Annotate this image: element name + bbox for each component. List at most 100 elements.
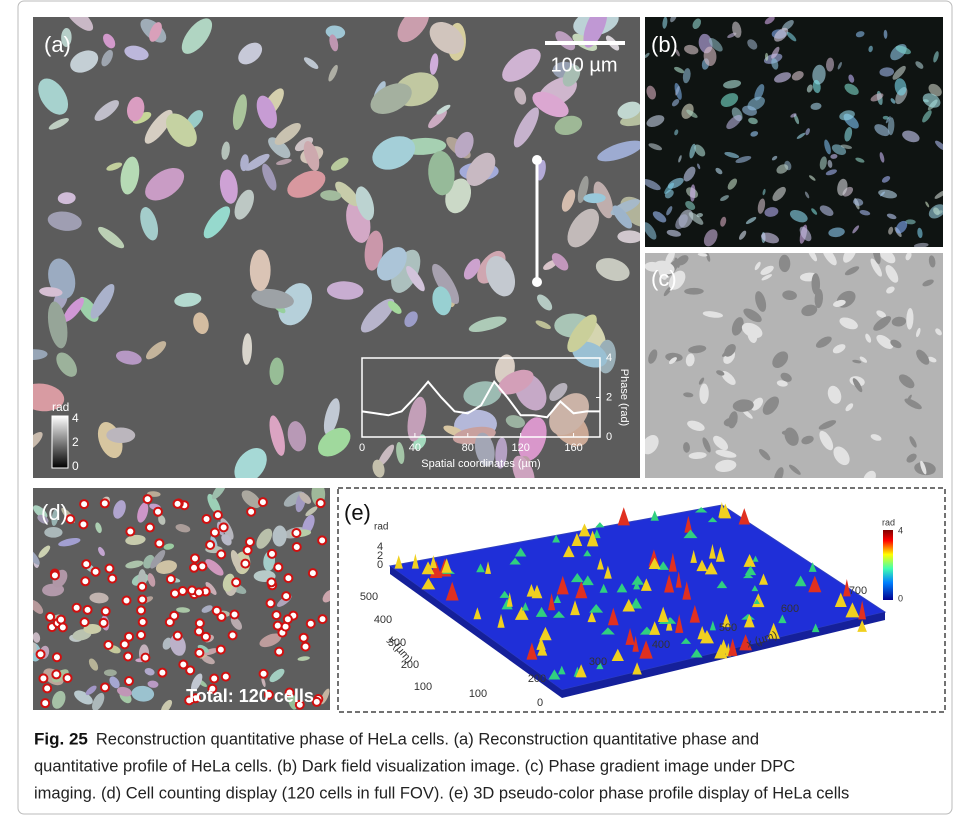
cell (104, 669, 117, 676)
count-marker (222, 673, 230, 681)
cell (250, 249, 271, 291)
count-marker (195, 649, 203, 657)
x-tick-label: 300 (589, 656, 607, 668)
count-marker (309, 569, 317, 577)
count-marker (274, 622, 282, 630)
count-marker (206, 541, 214, 549)
count-marker (101, 499, 109, 507)
x-tick-label: 200 (528, 673, 546, 685)
count-marker (126, 528, 134, 536)
count-marker (39, 674, 47, 682)
y-tick-label: 100 (414, 681, 432, 693)
count-marker (125, 633, 133, 641)
profile-end (532, 155, 542, 165)
count-marker (284, 615, 292, 623)
x-tick-label: 0 (359, 442, 365, 454)
count-marker (282, 592, 290, 600)
colorbar-title: rad (52, 400, 69, 414)
count-marker (84, 606, 92, 614)
count-marker (108, 575, 116, 583)
count-marker (101, 683, 109, 691)
count-marker (210, 675, 218, 683)
count-marker (217, 550, 225, 558)
count-marker (73, 604, 81, 612)
count-marker (125, 677, 133, 685)
count-marker (64, 674, 72, 682)
count-marker (79, 520, 87, 528)
count-marker (105, 564, 113, 572)
count-marker (268, 550, 276, 558)
count-marker (139, 618, 147, 626)
x-tick-label: 120 (511, 442, 529, 454)
count-marker (80, 500, 88, 508)
scale-bar-label: 100 µm (550, 54, 617, 76)
count-marker (196, 619, 204, 627)
count-marker (144, 495, 152, 503)
count-marker (82, 560, 90, 568)
panel-label: (c) (651, 266, 677, 291)
count-marker (41, 699, 49, 707)
count-marker (138, 583, 146, 591)
colorbar-tick: 4 (898, 525, 903, 535)
x-axis-label: Spatial coordinates (µm) (421, 458, 540, 470)
count-marker (229, 631, 237, 639)
panel-label: (d) (41, 500, 68, 525)
colorbar (52, 416, 68, 468)
count-marker (232, 578, 240, 586)
count-marker (146, 524, 154, 532)
colorbar (883, 530, 893, 600)
count-marker (191, 554, 199, 562)
count-marker (293, 543, 301, 551)
count-marker (302, 643, 310, 651)
count-marker (319, 615, 327, 623)
y-tick-label: 400 (374, 614, 392, 626)
count-marker (155, 539, 163, 547)
count-marker (244, 546, 252, 554)
count-marker (167, 575, 175, 583)
count-marker (121, 640, 129, 648)
count-marker (174, 632, 182, 640)
count-marker (186, 666, 194, 674)
count-marker (198, 562, 206, 570)
x-tick-label: 400 (652, 639, 670, 651)
panel-label: (a) (44, 32, 71, 57)
count-marker (59, 623, 67, 631)
count-marker (220, 523, 228, 531)
count-marker (300, 634, 308, 642)
count-marker (267, 578, 275, 586)
count-marker (231, 611, 239, 619)
count-marker (138, 595, 146, 603)
colorbar-title: rad (882, 517, 895, 527)
count-marker (123, 596, 131, 604)
count-marker (213, 607, 221, 615)
count-marker (53, 653, 61, 661)
panel-label: (e) (344, 500, 371, 525)
count-marker (313, 698, 321, 706)
profile-end (532, 277, 542, 287)
count-marker (81, 577, 89, 585)
count-marker (179, 661, 187, 669)
count-marker (275, 648, 283, 656)
count-marker (203, 515, 211, 523)
x-tick-label: 160 (564, 442, 582, 454)
colorbar-tick: 4 (72, 411, 79, 425)
y-tick-label: 4 (606, 352, 612, 364)
count-marker (81, 618, 89, 626)
count-marker (154, 508, 162, 516)
count-marker (102, 607, 110, 615)
y-tick-label: 500 (360, 591, 378, 603)
total-count: Total: 120 cells (186, 686, 314, 706)
count-marker (247, 508, 255, 516)
caption-label: Fig. 25 (34, 729, 88, 748)
page: (a)(b)(c)(d)(e)100 µmrad4200408012016002… (0, 0, 953, 815)
count-marker (246, 538, 254, 546)
count-marker (195, 627, 203, 635)
count-marker (100, 619, 108, 627)
count-marker (158, 669, 166, 677)
count-marker (141, 654, 149, 662)
colorbar-tick: 0 (72, 459, 79, 473)
count-marker (46, 613, 54, 621)
cell (782, 430, 793, 435)
y-tick-label: 2 (606, 391, 612, 403)
x-tick-label: 600 (781, 603, 799, 615)
